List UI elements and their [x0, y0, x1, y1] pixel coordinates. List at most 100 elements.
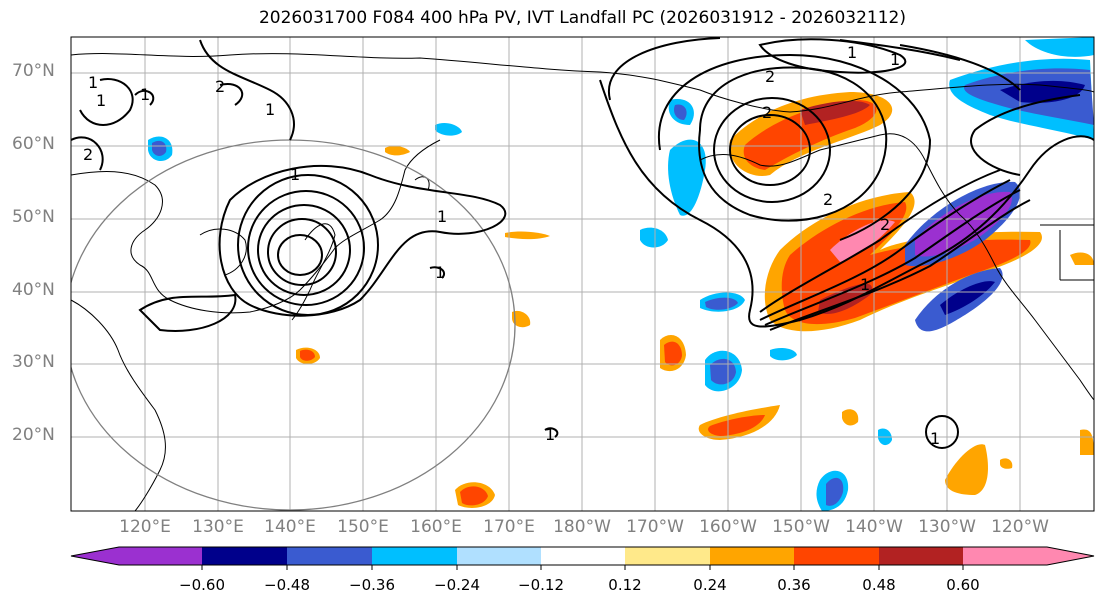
pv-positive-area [1080, 429, 1094, 455]
pv-negative-area [674, 104, 687, 120]
contour-line [759, 169, 1001, 313]
contour-label: 2 [823, 190, 833, 209]
pv-negative-area [770, 347, 797, 361]
contour-line [277, 234, 323, 276]
contour-line [544, 427, 559, 438]
lat-label-20n: 20°N [12, 425, 55, 445]
lon-label-180w: 180°W [553, 517, 611, 537]
pv-positive-area [512, 310, 531, 328]
pv-positive-area [664, 341, 682, 366]
colorbar-tick-label: 0.36 [777, 576, 811, 594]
contour-label: 1 [290, 165, 300, 184]
contour-line [599, 79, 1094, 328]
contour-label: 1 [88, 73, 98, 92]
lon-label-130w: 130°W [918, 517, 976, 537]
contour-line [729, 114, 811, 186]
colorbar-outline [70, 546, 1095, 566]
colorbar-tick-label: 0.12 [608, 576, 642, 594]
contour-line [759, 179, 1011, 321]
contour-label: 1 [847, 43, 857, 62]
contour-line [199, 39, 295, 141]
colorbar-tick-label: −0.36 [349, 576, 395, 594]
pv-negative-area [826, 477, 844, 506]
pv-positive-area [300, 349, 315, 361]
colorbar-tick-label: −0.48 [264, 576, 310, 594]
colorbar-segment [625, 547, 710, 565]
contour-labels: 1 1 1 2 1 1 2 1 2 2 1 2 2 1 1 1 1 1 [83, 43, 940, 448]
contour-line [429, 266, 446, 279]
contour-line [607, 37, 1021, 101]
colorbar-extend-left [71, 547, 119, 565]
contour-line [219, 83, 244, 106]
pv-negative-area [435, 122, 462, 136]
colorbar-segment [710, 547, 794, 565]
lon-label-140w: 140°W [845, 517, 903, 537]
colorbar-tick-label: 0.24 [693, 576, 727, 594]
contour-line [267, 218, 337, 286]
contour-label: 1 [96, 91, 106, 110]
contour-label: 2 [83, 145, 93, 164]
map-frame [70, 36, 1095, 512]
lon-label-130e: 130°E [192, 517, 244, 537]
contour-label: 2 [880, 215, 890, 234]
lon-label-120w: 120°W [991, 517, 1049, 537]
pv-positive-area [842, 409, 859, 426]
pv-negative-area [1025, 37, 1094, 57]
contour-line [839, 39, 961, 61]
contour-line [247, 190, 365, 306]
contour-label: 1 [435, 263, 445, 282]
contour-line [970, 94, 1081, 176]
colorbar-segment [119, 547, 202, 565]
pv-positive-area [385, 145, 410, 156]
contour-line [71, 136, 104, 171]
pv-positive-area [460, 486, 488, 506]
colorbar-segment [287, 547, 372, 565]
contour-line [257, 204, 351, 296]
pv-positive-area [830, 220, 895, 262]
colorbar-extend-right [1047, 547, 1094, 565]
colorbar [70, 546, 1095, 570]
contour-label: 1 [545, 425, 555, 444]
lon-label-160e: 160°E [410, 517, 462, 537]
contour-line [698, 66, 888, 222]
contour-label: 2 [762, 103, 772, 122]
map-panel: 1 1 1 2 1 1 2 1 2 2 1 2 2 1 1 1 1 1 [71, 37, 1094, 511]
pv-negative-area [705, 297, 738, 310]
contour-label: 1 [930, 429, 940, 448]
pv-positive-area [743, 100, 877, 170]
contour-line [769, 199, 1031, 331]
lon-label-120e: 120°E [119, 517, 171, 537]
colorbar-segment [963, 547, 1047, 565]
pv-negative-area [710, 358, 736, 385]
lon-label-170w: 170°W [626, 517, 684, 537]
contour-label: 1 [140, 85, 150, 104]
pv-positive-area [505, 231, 550, 240]
colorbar-tick-label: −0.24 [434, 576, 480, 594]
colorbar-tick-label: 0.60 [946, 576, 980, 594]
lat-label-60n: 60°N [12, 134, 55, 154]
contour-line [79, 78, 134, 126]
pv-negative-area [640, 227, 668, 248]
lat-label-50n: 50°N [12, 207, 55, 227]
lon-label-160w: 160°W [699, 517, 757, 537]
coastlines [71, 53, 1094, 511]
colorbar-tick-label: −0.60 [179, 576, 225, 594]
contour-line [218, 164, 507, 317]
lat-label-70n: 70°N [12, 61, 55, 81]
contour-line [134, 89, 155, 106]
colorbar-segment [372, 547, 457, 565]
contour-line [713, 97, 831, 203]
contour-line [138, 293, 237, 332]
colorbar-segment [879, 547, 963, 565]
lon-label-150w: 150°W [772, 517, 830, 537]
pv-contours [71, 37, 1094, 449]
pv-positive-area [945, 444, 988, 495]
colorbar-segment [541, 547, 625, 565]
lat-label-30n: 30°N [12, 352, 55, 372]
contour-label: 2 [215, 77, 225, 96]
pv-negative-area [668, 139, 706, 216]
colorbar-tick-label: −0.12 [518, 576, 564, 594]
colorbar-segment [202, 547, 287, 565]
contour-label: 1 [265, 100, 275, 119]
